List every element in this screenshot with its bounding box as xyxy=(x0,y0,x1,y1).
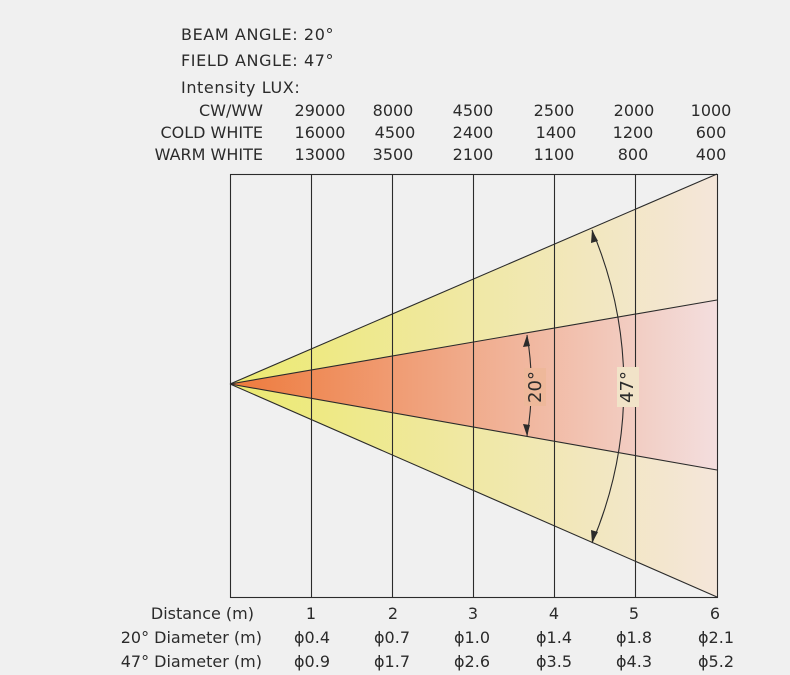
diameter-value: ϕ1.8 xyxy=(616,628,652,647)
lux-value: 800 xyxy=(618,145,649,164)
lux-value: 2100 xyxy=(453,145,494,164)
lux-value: 13000 xyxy=(295,145,346,164)
diameter-value: ϕ0.7 xyxy=(374,628,410,647)
beam-edge-bottom xyxy=(229,383,718,471)
lux-value: 29000 xyxy=(295,101,346,120)
row-label-cold-white: COLD WHITE xyxy=(160,123,263,142)
diameter-value: ϕ4.3 xyxy=(616,652,652,671)
diameter-value: ϕ0.9 xyxy=(294,652,330,671)
lux-value: 2400 xyxy=(453,123,494,142)
intensity-table: CW/WW 29000 8000 4500 2500 2000 1000 COL… xyxy=(155,101,732,164)
lux-value: 3500 xyxy=(373,145,414,164)
lux-value: 2000 xyxy=(614,101,655,120)
lux-value: 1400 xyxy=(536,123,577,142)
field-angle-label: 47° xyxy=(617,371,638,403)
diameter-value: ϕ1.4 xyxy=(536,628,572,647)
lux-value: 1100 xyxy=(534,145,575,164)
lux-value: 4500 xyxy=(453,101,494,120)
lux-value: 16000 xyxy=(295,123,346,142)
lux-value: 2500 xyxy=(534,101,575,120)
lux-value: 1200 xyxy=(613,123,654,142)
lux-value: 8000 xyxy=(373,101,414,120)
diameter-value: ϕ5.2 xyxy=(698,652,734,671)
arrowhead-icon xyxy=(591,530,598,543)
distance-value: 6 xyxy=(710,604,720,623)
lux-value: 1000 xyxy=(691,101,732,120)
field-label-bg xyxy=(617,367,639,407)
field-angle-title: FIELD ANGLE: 47° xyxy=(181,51,334,70)
arrowhead-icon xyxy=(523,424,530,436)
row-label-distance: Distance (m) xyxy=(151,604,254,623)
field-edge-bottom xyxy=(229,383,718,598)
row-label-47-diameter: 47° Diameter (m) xyxy=(121,652,262,671)
distance-table: Distance (m) 1 2 3 4 5 6 20° Diameter (m… xyxy=(121,604,734,671)
diameter-value: ϕ1.7 xyxy=(374,652,410,671)
distance-value: 1 xyxy=(306,604,316,623)
row-label-20-diameter: 20° Diameter (m) xyxy=(121,628,262,647)
beam-edge-top xyxy=(229,299,718,385)
distance-value: 3 xyxy=(468,604,478,623)
lux-value: 600 xyxy=(696,123,727,142)
diameter-value: ϕ1.0 xyxy=(454,628,490,647)
beam-label-bg xyxy=(524,368,546,406)
field-edge-top xyxy=(229,173,718,385)
beam-angle-title: BEAM ANGLE: 20° xyxy=(181,25,334,44)
arrowhead-icon xyxy=(591,230,598,243)
beam-angle-label: 20° xyxy=(525,371,546,403)
diameter-value: ϕ3.5 xyxy=(536,652,572,671)
distance-value: 4 xyxy=(549,604,559,623)
arc-arrowheads xyxy=(523,230,598,543)
arrowhead-icon xyxy=(523,335,530,347)
lux-value: 400 xyxy=(696,145,727,164)
diameter-value: ϕ2.1 xyxy=(698,628,734,647)
diameter-value: ϕ2.6 xyxy=(454,652,490,671)
row-label-cw-ww: CW/WW xyxy=(199,101,263,120)
row-label-warm-white: WARM WHITE xyxy=(155,145,263,164)
intensity-title: Intensity LUX: xyxy=(181,78,300,97)
distance-value: 2 xyxy=(388,604,398,623)
lux-value: 4500 xyxy=(375,123,416,142)
distance-value: 5 xyxy=(629,604,639,623)
cone-edges xyxy=(229,173,718,598)
diameter-value: ϕ0.4 xyxy=(294,628,330,647)
